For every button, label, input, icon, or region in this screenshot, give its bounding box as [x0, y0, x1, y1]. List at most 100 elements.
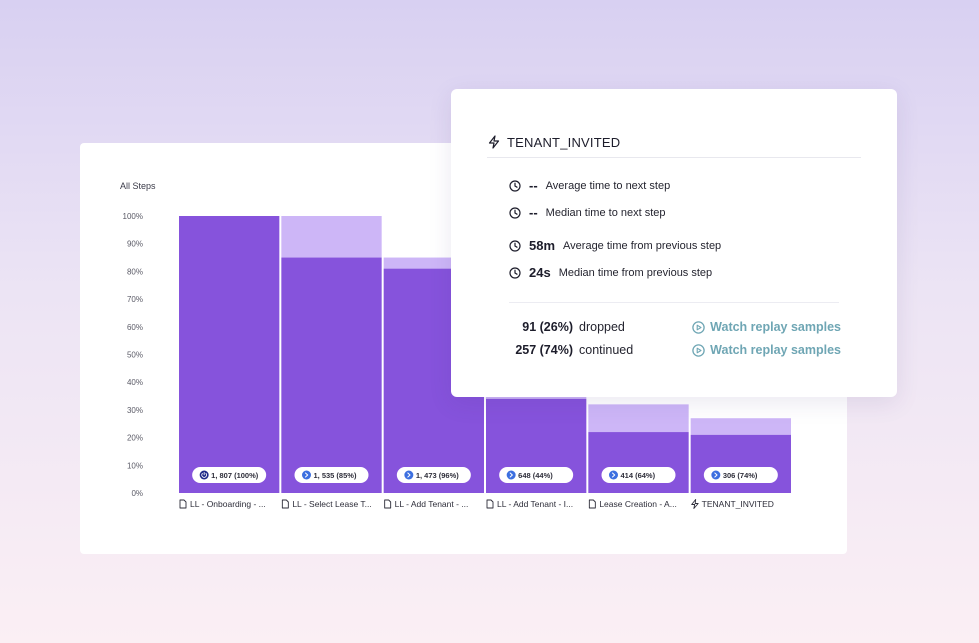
bar-value-label: 1, 473 (96%) — [416, 471, 459, 480]
bar-converted-segment[interactable] — [588, 432, 689, 493]
y-tick-label: 50% — [127, 351, 143, 360]
header-divider — [487, 157, 861, 158]
label-pill — [601, 467, 676, 483]
stat-label: Average time from previous step — [563, 239, 722, 252]
stat-label: Median time to next step — [545, 206, 666, 219]
continued-label: continued — [579, 343, 634, 357]
watch-replay-label: Watch replay samples — [710, 320, 841, 334]
document-icon — [588, 499, 596, 509]
y-tick-label: 40% — [127, 378, 143, 387]
step-detail-title: TENANT_INVITED — [507, 134, 621, 150]
stat-value: -- — [529, 205, 538, 220]
category-label: TENANT_INVITED — [691, 499, 774, 509]
category-label: LL - Add Tenant - I... — [486, 499, 573, 509]
chevron-right-icon — [506, 470, 516, 480]
y-axis: 0% 10% 20% 30% 40% 50% 60% 70% 80% 90% 100% — [123, 212, 143, 498]
stat-value: 24s — [529, 265, 551, 280]
category-labels: LL - Onboarding - ... LL - Select Lease T… — [179, 499, 774, 509]
stat-median-previous: 24s Median time from previous step — [509, 265, 712, 280]
chart-title: All Steps — [120, 181, 156, 191]
bar-dropped-segment[interactable] — [588, 404, 689, 433]
continued-count: 257 (74%) — [515, 343, 573, 357]
clock-icon — [509, 266, 521, 279]
bar-data-label: 1, 535 (85%) — [294, 467, 369, 483]
stat-value: -- — [529, 178, 538, 193]
chevron-right-icon — [609, 470, 618, 480]
bar-data-label: 648 (44%) — [499, 467, 574, 483]
bar-value-label: 1, 535 (85%) — [314, 471, 357, 480]
category-label: LL - Onboarding - ... — [179, 499, 266, 509]
bar-dropped-segment[interactable] — [383, 257, 484, 269]
y-tick-label: 60% — [127, 323, 143, 332]
dropped-count: 91 (26%) — [522, 320, 573, 334]
label-pill — [396, 467, 471, 483]
label-pill — [192, 467, 267, 483]
category-label-text: LL - Select Lease T... — [292, 499, 371, 509]
label-pill — [499, 467, 574, 483]
bar-converted-segment[interactable] — [690, 434, 791, 493]
watch-replay-label: Watch replay samples — [710, 343, 841, 357]
bar-value-label: 306 (74%) — [723, 471, 758, 480]
category-label: LL - Add Tenant - ... — [384, 499, 469, 509]
y-tick-label: 10% — [127, 461, 143, 470]
y-tick-label: 90% — [127, 240, 143, 249]
y-tick-label: 80% — [127, 267, 143, 276]
flow-continued-row: 257 (74%) continued Watch replay samples — [509, 341, 841, 359]
category-label: Lease Creation - A... — [588, 499, 677, 509]
bar-value-label: 1, 807 (100%) — [211, 471, 259, 480]
power-icon — [199, 470, 209, 480]
bar-converted-segment[interactable] — [179, 216, 280, 493]
chevron-right-icon — [404, 470, 414, 480]
category-label-text: LL - Add Tenant - ... — [395, 499, 469, 509]
document-icon — [179, 499, 187, 509]
category-label-text: TENANT_INVITED — [702, 499, 774, 509]
category-label-text: LL - Add Tenant - I... — [497, 499, 573, 509]
flow-dropped-row: 91 (26%) dropped Watch replay samples — [509, 318, 841, 336]
document-icon — [281, 499, 289, 509]
document-icon — [384, 499, 392, 509]
bar-data-label: 306 (74%) — [703, 467, 778, 483]
bar-dropped-segment[interactable] — [486, 396, 587, 399]
stat-label: Median time from previous step — [558, 266, 713, 279]
y-tick-label: 100% — [123, 212, 143, 221]
y-tick-label: 0% — [131, 489, 143, 498]
clock-icon — [509, 179, 521, 192]
bar-value-label: 648 (44%) — [518, 471, 553, 480]
bar-dropped-segment[interactable] — [281, 216, 382, 258]
stats-divider — [509, 302, 839, 303]
category-label: LL - Select Lease T... — [281, 499, 372, 509]
bar-data-label: 414 (64%) — [601, 467, 676, 483]
stat-avg-previous: 58m Average time from previous step — [509, 238, 721, 253]
dropped-label: dropped — [579, 320, 625, 334]
bar-data-label: 1, 473 (96%) — [396, 467, 471, 483]
stat-median-next: -- Median time to next step — [509, 205, 666, 220]
y-tick-label: 70% — [127, 295, 143, 304]
play-circle-icon — [692, 320, 705, 334]
step-detail-header: TENANT_INVITED — [487, 127, 861, 157]
label-pill — [294, 467, 369, 483]
stat-value: 58m — [529, 238, 556, 253]
label-pill — [703, 467, 778, 483]
step-detail-card: TENANT_INVITED -- Average time to next s… — [451, 89, 897, 397]
watch-dropped-replays-link[interactable]: Watch replay samples — [692, 320, 841, 334]
funnel-bar-chart: 0% 10% 20% 30% 40% 50% 60% 70% 80% 90% 100% 1, 807… — [123, 212, 791, 509]
bars — [179, 216, 791, 493]
document-icon — [486, 499, 494, 509]
y-tick-label: 30% — [127, 406, 143, 415]
bar-value-label: 414 (64%) — [621, 471, 656, 480]
play-circle-icon — [692, 343, 705, 357]
clock-icon — [509, 239, 521, 252]
bar-labels: 1, 807 (100%) 1, 535 (85%) 1, 473 (96%) 648… — [192, 467, 778, 483]
bar-dropped-segment[interactable] — [690, 418, 791, 435]
chevron-right-icon — [711, 470, 721, 480]
stat-label: Average time to next step — [545, 179, 671, 192]
category-label-text: Lease Creation - A... — [599, 499, 677, 509]
bar-converted-segment[interactable] — [281, 257, 382, 493]
category-label-text: LL - Onboarding - ... — [190, 499, 266, 509]
bar-data-label: 1, 807 (100%) — [192, 467, 267, 483]
stat-avg-next: -- Average time to next step — [509, 178, 670, 193]
bolt-icon — [691, 499, 699, 509]
bolt-icon — [488, 135, 500, 149]
watch-continued-replays-link[interactable]: Watch replay samples — [692, 343, 841, 357]
clock-icon — [509, 206, 521, 219]
